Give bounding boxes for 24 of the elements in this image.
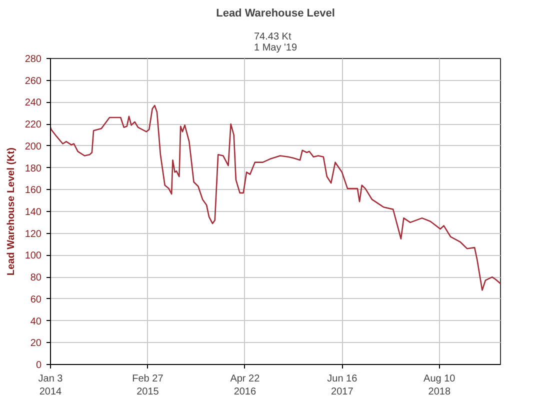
y-tick-label: 60 — [30, 294, 42, 306]
y-tick-label: 160 — [24, 185, 42, 196]
x-tick-label: Jan 3 2014 — [38, 374, 64, 398]
y-tick-label: 280 — [24, 54, 42, 65]
y-tick-label: 260 — [24, 76, 42, 87]
y-tick-label: 80 — [30, 272, 42, 284]
chart-subtitle: 74.43 Kt 1 May '19 — [254, 32, 298, 54]
x-tick-label: Jun 16 2017 — [327, 374, 358, 398]
y-tick-label: 100 — [24, 250, 42, 262]
x-tick-label: Aug 10 2018 — [424, 374, 456, 398]
y-tick-label: 40 — [30, 316, 42, 328]
y-tick-label: 120 — [24, 228, 42, 240]
y-tick-label: 240 — [24, 98, 42, 109]
x-tick-label: Feb 27 2015 — [132, 374, 164, 398]
y-tick-label: 180 — [24, 163, 42, 174]
x-tick-label: Apr 22 2016 — [230, 374, 260, 398]
y-tick-label: 140 — [24, 207, 42, 218]
y-tick-label: 20 — [30, 338, 42, 350]
line-series — [50, 104, 500, 291]
y-tick-label: 0 — [36, 360, 42, 371]
y-axis-title: Lead Warehouse Level (Kt) — [6, 147, 17, 276]
y-tick-label: 200 — [24, 141, 42, 152]
chart-title: Lead Warehouse Level — [216, 8, 335, 20]
y-tick-label: 220 — [24, 120, 42, 131]
